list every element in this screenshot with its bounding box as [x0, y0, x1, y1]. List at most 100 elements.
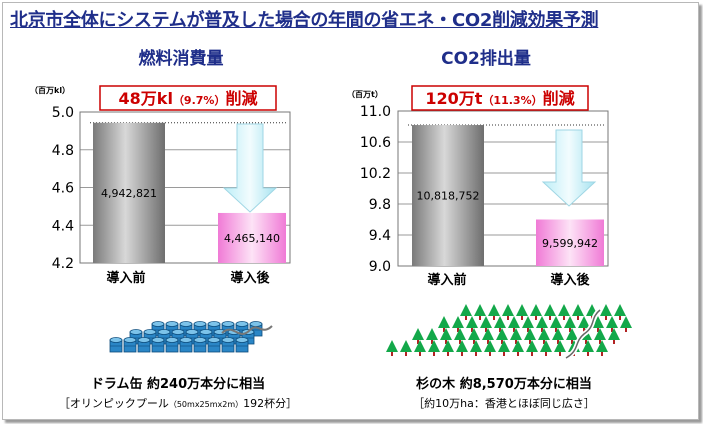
cedar-tree — [592, 316, 604, 332]
cedar-tree — [596, 340, 608, 356]
cedar-tree — [510, 328, 522, 344]
cedar-tree — [470, 340, 482, 356]
cedar-tree — [466, 316, 478, 332]
cedar-tree — [582, 340, 594, 356]
co2-y-tick-label: 9.8 — [369, 197, 391, 213]
fuel-y-tick-label: 4.6 — [52, 181, 74, 197]
cedar-tree — [482, 328, 494, 344]
drum-can — [235, 337, 249, 353]
cedar-tree — [498, 340, 510, 356]
fuel-bar-after — [218, 212, 286, 263]
cedar-tree — [442, 340, 454, 356]
pool-equivalent-text-a: ［オリンピックプール — [59, 397, 169, 410]
cedar-tree — [428, 340, 440, 356]
co2-bar-before-label: 10,818,752 — [417, 190, 480, 203]
fuel-reduction-percent: （9.7%） — [173, 94, 226, 107]
cedar-tree — [522, 316, 534, 332]
fuel-bar-before — [93, 122, 165, 263]
cedar-tree — [550, 316, 562, 332]
cedar-tree — [454, 328, 466, 344]
drum-cans-icon — [109, 321, 263, 353]
cedar-tree — [572, 304, 584, 320]
cedar-tree — [608, 328, 620, 344]
co2-reduction-amount: 120万t — [425, 89, 482, 108]
co2-reduction-box — [411, 85, 589, 111]
cedar-tree — [488, 304, 500, 320]
co2-y-tick-label: 10.6 — [360, 135, 391, 151]
fuel-category-after: 導入後 — [230, 270, 270, 286]
cedar-tree — [440, 328, 452, 344]
cedar-tree — [600, 304, 612, 320]
page-title: 北京市全体にシステムが普及した場合の年間の省エネ・CO2削減効果予測 — [10, 10, 599, 31]
co2-reduction-word: 削減 — [543, 89, 575, 108]
cedar-tree — [606, 316, 618, 332]
cedar-tree — [438, 316, 450, 332]
drum-river-line — [221, 325, 273, 335]
tree-equivalent-text: 杉の木 約8,570万本分に相当 — [416, 376, 592, 392]
co2-category-before: 導入前 — [427, 272, 466, 288]
cedar-tree — [524, 328, 536, 344]
co2-reduction-arrow-icon — [541, 129, 597, 207]
cedar-tree — [508, 316, 520, 332]
cedar-tree — [544, 304, 556, 320]
co2-reduction-callout: 120万t（11.3%）削減 — [411, 85, 589, 111]
pool-dimensions-text: （50mx25mx2m） — [169, 400, 243, 409]
drum-can — [193, 337, 207, 353]
fuel-category-before: 導入前 — [106, 270, 145, 286]
cedar-tree — [558, 304, 570, 320]
cedar-tree — [474, 304, 486, 320]
drum-can — [123, 337, 137, 353]
co2-chart: CO2排出量 （百万t） 9.0 9.4 9.8 10.2 10.6 11.0 10,81… — [347, 48, 609, 288]
cedar-tree — [400, 340, 412, 356]
co2-y-tick-label: 9.0 — [369, 259, 391, 275]
cedar-tree — [578, 316, 590, 332]
co2-unit-label: （百万t） — [347, 89, 383, 99]
fuel-bar-after-label: 4,465,140 — [224, 232, 280, 245]
svg-text:48万kl（9.7%）削減: 48万kl（9.7%）削減 — [119, 89, 258, 108]
co2-y-tick-label: 9.4 — [369, 228, 391, 244]
fuel-reduction-arrow-icon — [222, 123, 278, 213]
drum-can — [221, 337, 235, 353]
cedar-tree — [452, 316, 464, 332]
forest-river-outline — [565, 309, 601, 359]
fuel-unit-label: （百万kl） — [30, 85, 70, 95]
fuel-y-tick-label: 5.0 — [52, 105, 74, 121]
fuel-chart: 燃料消費量 （百万kl） 4.2 4.4 4.6 4.8 5.0 4,942,821 4… — [30, 48, 291, 286]
fuel-plot-border — [79, 111, 291, 264]
co2-bar-before — [412, 125, 484, 266]
fuel-y-axis-ticks: 4.2 4.4 4.6 4.8 5.0 — [52, 105, 74, 272]
drum-can — [151, 337, 165, 353]
co2-bar-after-label: 9,599,942 — [542, 237, 598, 250]
co2-category-after: 導入後 — [550, 272, 590, 288]
cedar-tree — [530, 304, 542, 320]
co2-reduction-percent: （11.3%） — [482, 94, 542, 107]
pool-equivalent-text-c: 192杯分］ — [243, 396, 297, 410]
fuel-reduction-word: 削減 — [225, 89, 257, 108]
cedar-tree — [412, 328, 424, 344]
cedar-tree — [564, 316, 576, 332]
cedar-tree — [566, 328, 578, 344]
cedar-tree — [468, 328, 480, 344]
cedar-tree — [484, 340, 496, 356]
cedar-tree — [386, 340, 398, 356]
co2-chart-title: CO2排出量 — [441, 48, 531, 69]
co2-y-axis-ticks: 9.0 9.4 9.8 10.2 10.6 11.0 — [360, 104, 391, 275]
cedar-tree — [538, 328, 550, 344]
cedar-tree — [496, 328, 508, 344]
area-equivalent-text: ［約10万ha：香港とほぼ同じ広さ］ — [413, 396, 595, 410]
cedar-tree — [594, 328, 606, 344]
svg-text:［オリンピックプール（50mx25mx2m）192杯分］: ［オリンピックプール（50mx25mx2m）192杯分］ — [59, 396, 297, 410]
cedar-tree — [552, 328, 564, 344]
cedar-tree — [456, 340, 468, 356]
svg-text:120万t（11.3%）削減: 120万t（11.3%）削減 — [425, 89, 574, 108]
co2-plot-border — [397, 110, 609, 267]
cedar-tree — [620, 316, 632, 332]
drum-can — [207, 337, 221, 353]
fuel-y-tick-label: 4.8 — [52, 143, 74, 159]
cedar-tree — [494, 316, 506, 332]
co2-y-tick-label: 11.0 — [360, 104, 391, 120]
cedar-trees-icon — [386, 304, 632, 356]
drum-can — [109, 337, 123, 353]
cedar-tree — [516, 304, 528, 320]
